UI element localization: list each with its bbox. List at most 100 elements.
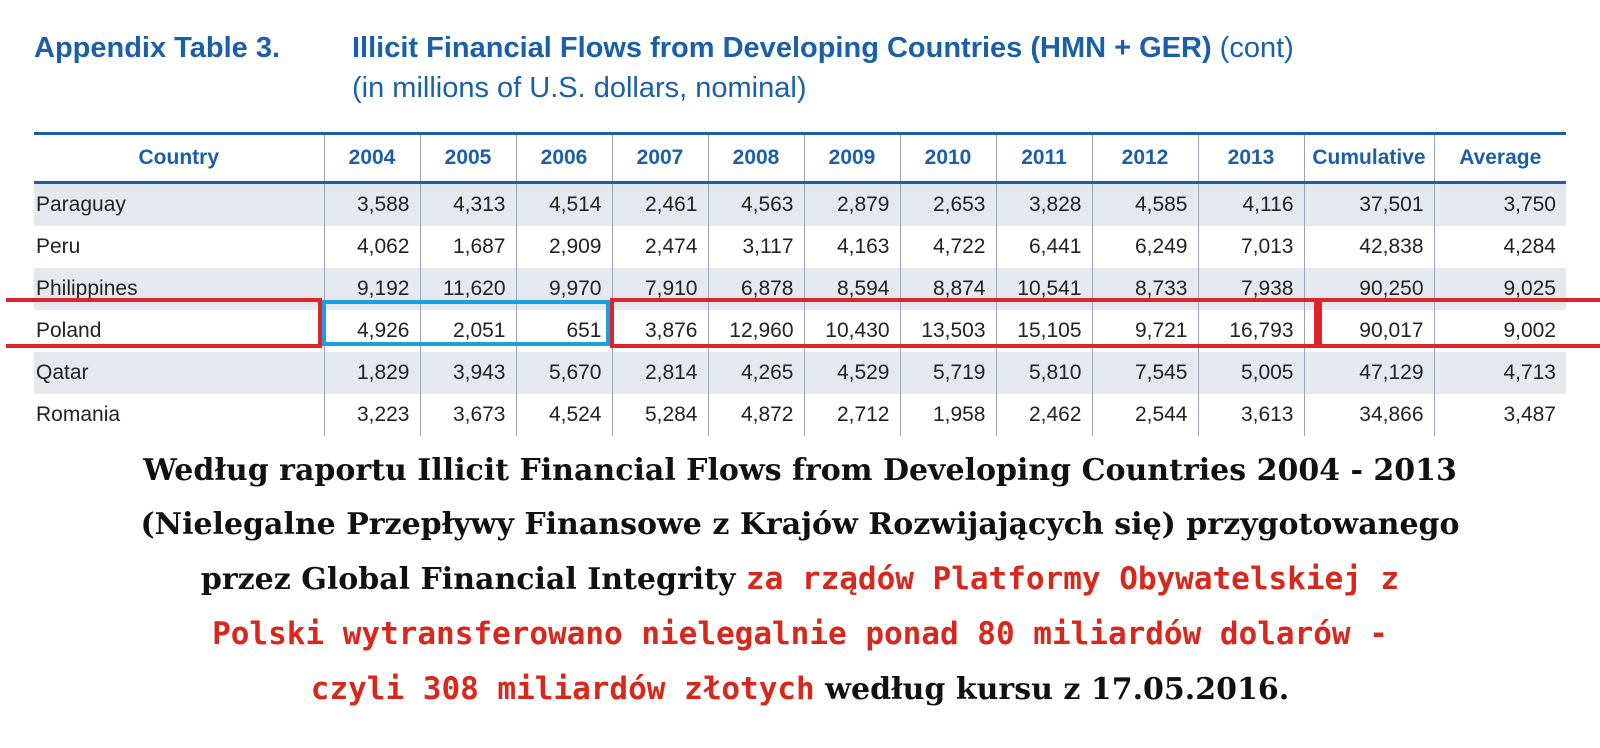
- column-header: Country: [34, 132, 324, 184]
- table-subtitle: (in millions of U.S. dollars, nominal): [352, 72, 807, 104]
- table-row: Peru 4,062 1,687 2,909 2,474 3,117 4,163 4,722 6…: [34, 226, 1566, 268]
- value-cell: 4,284: [1433, 226, 1566, 268]
- value-cell: 1,829: [323, 352, 420, 394]
- column-header: 2005: [419, 132, 516, 184]
- column-header: 2013: [1197, 132, 1304, 184]
- poland-totals-highlight: [1318, 298, 1600, 348]
- value-cell: 6,249: [1091, 226, 1198, 268]
- illicit-flows-table: Country 2004 2005 2006 2007 2008 2009 2010 2011 2…: [34, 132, 1566, 436]
- caption-line-4: Polski wytransferowano nielegalnie ponad…: [0, 607, 1600, 662]
- value-cell: 8,594: [803, 268, 900, 310]
- value-cell: 2,879: [803, 182, 900, 226]
- table-row: Philippines 9,192 11,620 9,970 7,910 6,878 8,5…: [34, 268, 1566, 310]
- value-cell: 5,284: [611, 394, 708, 436]
- value-cell: 2,653: [899, 182, 996, 226]
- country-cell: Philippines: [34, 268, 324, 310]
- value-cell: 3,750: [1433, 182, 1566, 226]
- value-cell: 4,313: [419, 182, 516, 226]
- column-header: 2011: [995, 132, 1092, 184]
- caption-line-5: czyli 308 miliardów złotych według kursu…: [0, 662, 1600, 717]
- value-cell: 1,687: [419, 226, 516, 268]
- country-cell: Qatar: [34, 352, 324, 394]
- value-cell: 7,013: [1197, 226, 1304, 268]
- value-cell: 34,866: [1303, 394, 1434, 436]
- value-cell: 5,810: [995, 352, 1092, 394]
- value-cell: 3,487: [1433, 394, 1566, 436]
- value-cell: 5,719: [899, 352, 996, 394]
- value-cell: 4,265: [707, 352, 804, 394]
- table-row: Qatar 1,829 3,943 5,670 2,814 4,265 4,529 5,719…: [34, 352, 1566, 394]
- column-header: 2008: [707, 132, 804, 184]
- value-cell: 3,223: [323, 394, 420, 436]
- caption-line-4-red: Polski wytransferowano nielegalnie ponad…: [212, 616, 1388, 652]
- poland-2004-2006-highlight: [322, 300, 610, 346]
- value-cell: 4,062: [323, 226, 420, 268]
- value-cell: 4,116: [1197, 182, 1304, 226]
- table-title: Illicit Financial Flows from Developing …: [352, 32, 1294, 65]
- value-cell: 4,563: [707, 182, 804, 226]
- value-cell: 3,117: [707, 226, 804, 268]
- value-cell: 3,613: [1197, 394, 1304, 436]
- value-cell: 5,670: [515, 352, 612, 394]
- column-header: 2007: [611, 132, 708, 184]
- column-header: Average: [1433, 132, 1566, 184]
- value-cell: 5,005: [1197, 352, 1304, 394]
- data-table-container: Country 2004 2005 2006 2007 2008 2009 2010 2011 2…: [34, 132, 1566, 436]
- value-cell: 9,025: [1433, 268, 1566, 310]
- value-cell: 7,938: [1197, 268, 1304, 310]
- value-cell: 4,529: [803, 352, 900, 394]
- header-row: Country 2004 2005 2006 2007 2008 2009 2010 2011 2…: [34, 132, 1566, 184]
- column-header: 2012: [1091, 132, 1198, 184]
- value-cell: 3,943: [419, 352, 516, 394]
- value-cell: 3,673: [419, 394, 516, 436]
- value-cell: 7,545: [1091, 352, 1198, 394]
- value-cell: 2,474: [611, 226, 708, 268]
- poland-2007-2013-highlight: [610, 298, 1318, 348]
- value-cell: 2,462: [995, 394, 1092, 436]
- caption-line-1: Według raportu Illicit Financial Flows f…: [143, 453, 1457, 488]
- value-cell: 6,441: [995, 226, 1092, 268]
- value-cell: 2,712: [803, 394, 900, 436]
- value-cell: 2,909: [515, 226, 612, 268]
- poland-name-highlight: [6, 298, 322, 348]
- value-cell: 4,713: [1433, 352, 1566, 394]
- value-cell: 3,588: [323, 182, 420, 226]
- table-body: Paraguay 3,588 4,313 4,514 2,461 4,563 2,879 2,…: [34, 182, 1566, 436]
- value-cell: 47,129: [1303, 352, 1434, 394]
- value-cell: 10,541: [995, 268, 1092, 310]
- value-cell: 37,501: [1303, 182, 1434, 226]
- column-header: 2004: [323, 132, 420, 184]
- caption-line-2: (Nielegalne Przepływy Finansowe z Krajów…: [140, 507, 1460, 542]
- value-cell: 2,461: [611, 182, 708, 226]
- value-cell: 42,838: [1303, 226, 1434, 268]
- table-row: Romania 3,223 3,673 4,524 5,284 4,872 2,712 1,9…: [34, 394, 1566, 436]
- value-cell: 6,878: [707, 268, 804, 310]
- value-cell: 4,872: [707, 394, 804, 436]
- value-cell: 8,874: [899, 268, 996, 310]
- column-header: 2009: [803, 132, 900, 184]
- value-cell: 1,958: [899, 394, 996, 436]
- country-cell: Peru: [34, 226, 324, 268]
- value-cell: 4,163: [803, 226, 900, 268]
- table-title-suffix: (cont): [1211, 32, 1294, 64]
- caption-line-5-black: według kursu z 17.05.2016.: [814, 672, 1290, 707]
- table-title-main: Illicit Financial Flows from Developing …: [352, 32, 1212, 64]
- value-cell: 8,733: [1091, 268, 1198, 310]
- value-cell: 4,722: [899, 226, 996, 268]
- value-cell: 7,910: [611, 268, 708, 310]
- caption-line-3-red: za rządów Platformy Obywatelskiej z: [745, 561, 1400, 597]
- value-cell: 2,814: [611, 352, 708, 394]
- table-row: Paraguay 3,588 4,313 4,514 2,461 4,563 2,879 2,…: [34, 182, 1566, 226]
- country-cell: Paraguay: [34, 182, 324, 226]
- value-cell: 4,524: [515, 394, 612, 436]
- column-header: Cumulative: [1303, 132, 1434, 184]
- caption-line-3: przez Global Financial Integrity za rząd…: [0, 552, 1600, 607]
- value-cell: 3,828: [995, 182, 1092, 226]
- appendix-label: Appendix Table 3.: [34, 32, 281, 64]
- caption-line-3-black: przez Global Financial Integrity: [200, 562, 746, 597]
- value-cell: 4,514: [515, 182, 612, 226]
- country-cell: Romania: [34, 394, 324, 436]
- value-cell: 2,544: [1091, 394, 1198, 436]
- value-cell: 90,250: [1303, 268, 1434, 310]
- value-cell: 4,585: [1091, 182, 1198, 226]
